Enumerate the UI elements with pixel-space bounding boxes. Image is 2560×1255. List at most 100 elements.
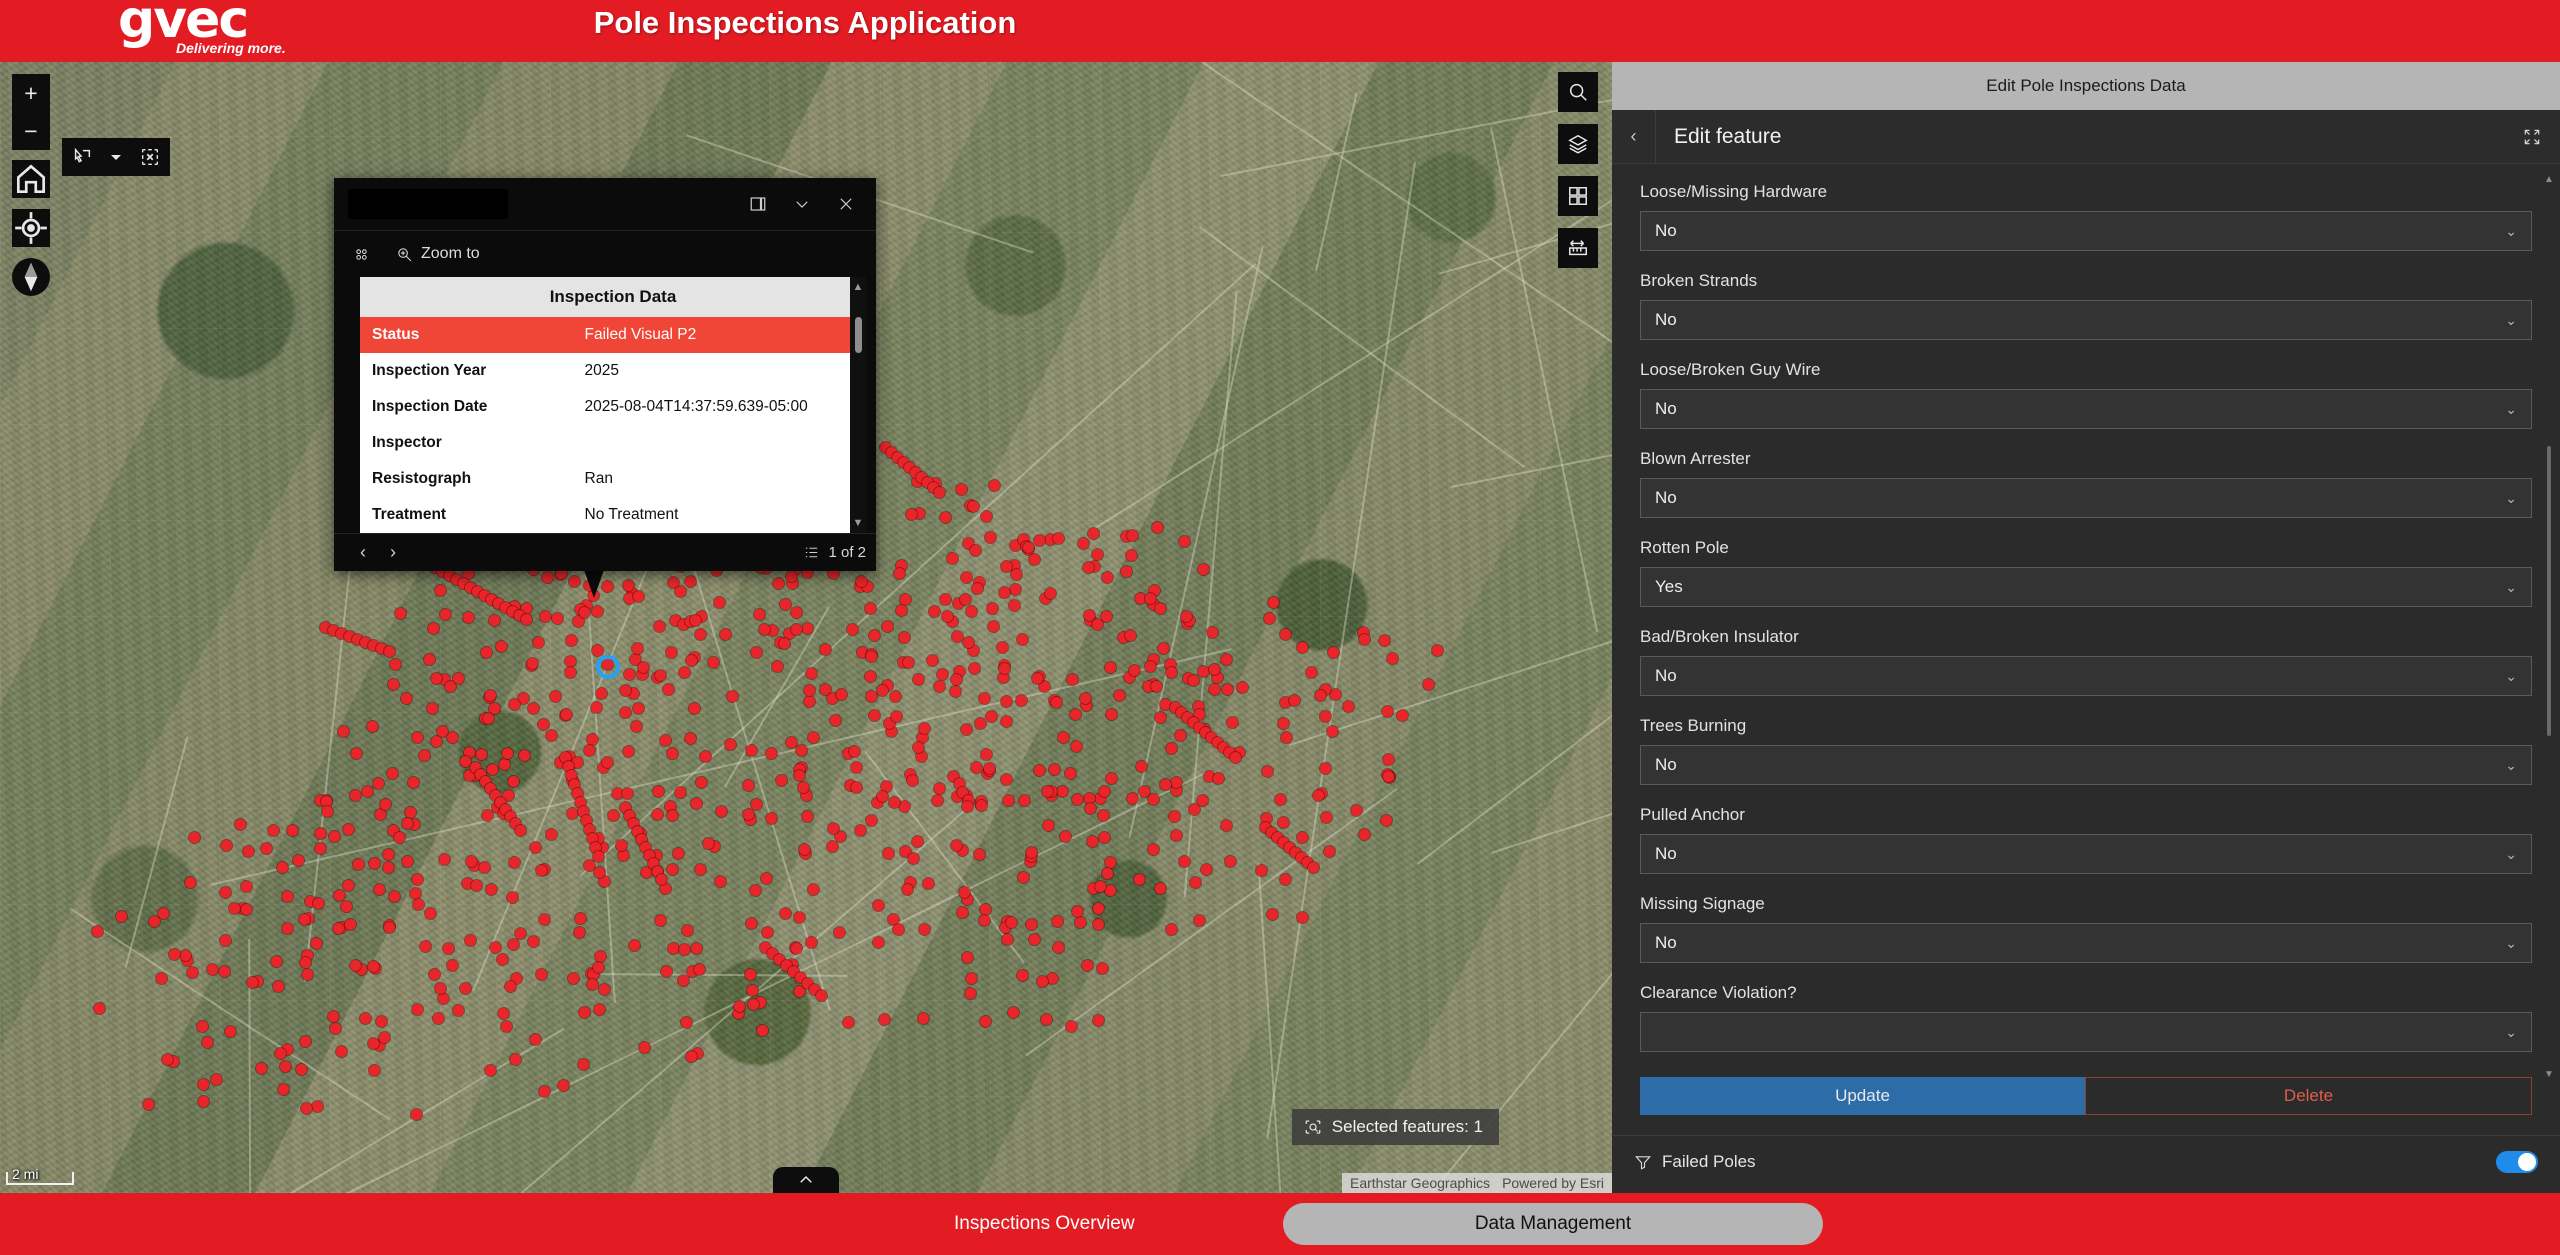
failed-pole-point[interactable] (966, 973, 977, 984)
failed-pole-point[interactable] (402, 856, 413, 867)
selected-pole-marker[interactable] (596, 655, 620, 679)
failed-pole-point[interactable] (1320, 684, 1331, 695)
failed-pole-point[interactable] (624, 669, 635, 680)
failed-pole-point[interactable] (437, 726, 448, 737)
failed-pole-point[interactable] (420, 941, 431, 952)
failed-pole-point[interactable] (1275, 794, 1286, 805)
tab-inspections-overview[interactable]: Inspections Overview (954, 1213, 1135, 1234)
failed-pole-point[interactable] (971, 762, 982, 773)
failed-pole-point[interactable] (620, 707, 631, 718)
failed-pole-point[interactable] (390, 659, 401, 670)
failed-pole-point[interactable] (431, 736, 442, 747)
failed-pole-point[interactable] (1093, 1015, 1104, 1026)
failed-pole-point[interactable] (623, 746, 634, 757)
failed-pole-point[interactable] (1213, 773, 1224, 784)
failed-pole-point[interactable] (1105, 662, 1116, 673)
failed-pole-point[interactable] (1171, 830, 1182, 841)
failed-pole-point[interactable] (490, 942, 501, 953)
clear-selection-button[interactable] (130, 138, 170, 176)
failed-pole-point[interactable] (220, 887, 231, 898)
failed-pole-point[interactable] (490, 790, 501, 801)
measure-button[interactable] (1558, 228, 1598, 268)
failed-pole-point[interactable] (299, 914, 310, 925)
failed-pole-point[interactable] (1155, 712, 1166, 723)
failed-pole-point[interactable] (1084, 793, 1095, 804)
failed-pole-point[interactable] (1075, 917, 1086, 928)
failed-pole-point[interactable] (566, 770, 577, 781)
failed-pole-point[interactable] (916, 472, 927, 483)
failed-poles-layer-row[interactable]: Failed Poles (1612, 1135, 2560, 1187)
failed-pole-point[interactable] (905, 877, 916, 888)
failed-pole-point[interactable] (438, 993, 449, 1004)
failed-pole-point[interactable] (328, 1011, 339, 1022)
failed-pole-point[interactable] (350, 960, 361, 971)
failed-pole-point[interactable] (180, 950, 191, 961)
failed-pole-point[interactable] (968, 501, 979, 512)
failed-pole-point[interactable] (1151, 681, 1162, 692)
failed-pole-point[interactable] (1160, 699, 1171, 710)
failed-pole-point[interactable] (1171, 777, 1182, 788)
failed-pole-point[interactable] (320, 622, 331, 633)
failed-pole-point[interactable] (1383, 771, 1394, 782)
failed-pole-point[interactable] (573, 616, 584, 627)
failed-pole-point[interactable] (1017, 634, 1028, 645)
failed-pole-point[interactable] (189, 832, 200, 843)
failed-pole-point[interactable] (1201, 864, 1212, 875)
failed-pole-point[interactable] (776, 775, 787, 786)
failed-pole-point[interactable] (1127, 530, 1138, 541)
failed-pole-point[interactable] (458, 578, 469, 589)
failed-pole-point[interactable] (987, 603, 998, 614)
failed-pole-point[interactable] (282, 923, 293, 934)
failed-pole-point[interactable] (447, 732, 458, 743)
failed-pole-point[interactable] (595, 951, 606, 962)
failed-pole-point[interactable] (275, 1048, 286, 1059)
failed-pole-point[interactable] (402, 818, 413, 829)
failed-pole-point[interactable] (843, 1017, 854, 1028)
failed-pole-point[interactable] (241, 881, 252, 892)
failed-pole-point[interactable] (207, 964, 218, 975)
failed-pole-point[interactable] (694, 964, 705, 975)
failed-pole-point[interactable] (599, 984, 610, 995)
failed-pole-point[interactable] (540, 611, 551, 622)
failed-pole-point[interactable] (907, 775, 918, 786)
failed-pole-point[interactable] (998, 672, 1009, 683)
failed-pole-point[interactable] (725, 739, 736, 750)
form-scrollbar[interactable]: ▲ ▼ (2544, 174, 2554, 1080)
failed-pole-point[interactable] (1230, 752, 1241, 763)
failed-pole-point[interactable] (963, 538, 974, 549)
failed-pole-point[interactable] (847, 624, 858, 635)
failed-pole-point[interactable] (929, 606, 940, 617)
failed-pole-point[interactable] (486, 884, 497, 895)
failed-pole-point[interactable] (527, 658, 538, 669)
failed-pole-point[interactable] (629, 940, 640, 951)
failed-pole-point[interactable] (1085, 803, 1096, 814)
failed-pole-point[interactable] (380, 799, 391, 810)
failed-pole-point[interactable] (588, 969, 599, 980)
failed-pole-point[interactable] (1179, 856, 1190, 867)
failed-pole-point[interactable] (143, 1099, 154, 1110)
failed-pole-point[interactable] (489, 615, 500, 626)
failed-pole-point[interactable] (311, 938, 322, 949)
failed-pole-point[interactable] (1313, 790, 1324, 801)
failed-pole-point[interactable] (886, 726, 897, 737)
failed-pole-point[interactable] (367, 721, 378, 732)
failed-pole-point[interactable] (1034, 765, 1045, 776)
failed-pole-point[interactable] (1227, 717, 1238, 728)
failed-pole-point[interactable] (963, 795, 974, 806)
failed-pole-point[interactable] (369, 858, 380, 869)
failed-pole-point[interactable] (774, 954, 785, 965)
form-scroll-down-icon[interactable]: ▼ (2544, 1069, 2554, 1080)
failed-pole-point[interactable] (305, 896, 316, 907)
failed-pole-point[interactable] (1351, 805, 1362, 816)
failed-pole-point[interactable] (988, 621, 999, 632)
failed-pole-point[interactable] (1041, 1014, 1052, 1025)
failed-pole-point[interactable] (463, 612, 474, 623)
failed-pole-point[interactable] (1067, 674, 1078, 685)
failed-pole-point[interactable] (437, 566, 448, 577)
failed-pole-point[interactable] (486, 594, 497, 605)
failed-pole-point[interactable] (760, 942, 771, 953)
failed-pole-point[interactable] (892, 452, 903, 463)
failed-pole-point[interactable] (798, 782, 809, 793)
failed-pole-point[interactable] (787, 578, 798, 589)
popup-close-button[interactable] (824, 184, 868, 224)
